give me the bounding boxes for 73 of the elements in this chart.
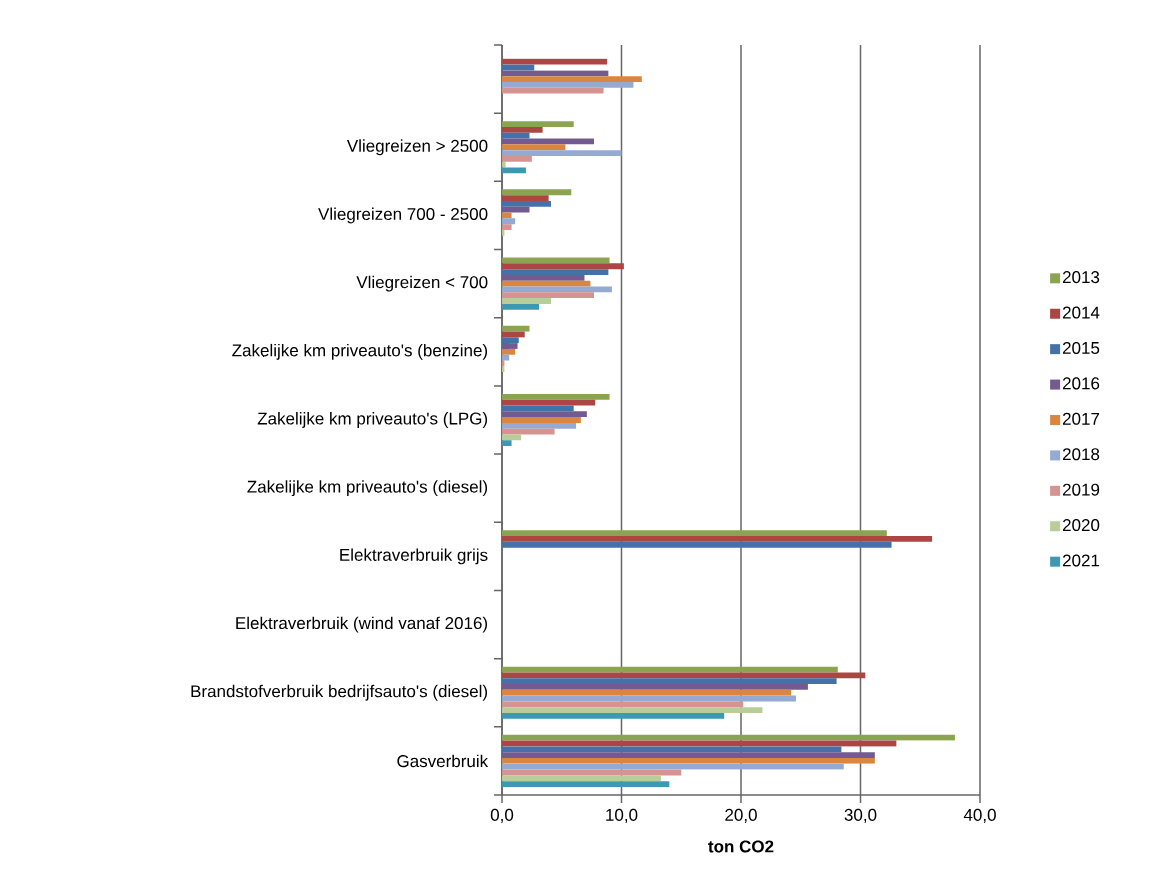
bar	[502, 274, 585, 281]
bar	[502, 269, 609, 275]
x-tick-label: 40,0	[963, 808, 996, 823]
y-tick-label: Vliegreizen 700 - 2500	[318, 207, 488, 224]
legend-label: 2018	[1062, 448, 1100, 461]
x-axis-title: ton CO2	[708, 840, 774, 853]
y-tick-label: Zakelijke km priveauto's (benzine)	[232, 343, 488, 360]
legend-label: 2017	[1062, 412, 1100, 425]
bar	[502, 393, 610, 400]
bar	[502, 200, 551, 207]
bar	[502, 81, 634, 88]
y-tick-label: Gasverbruik	[397, 754, 489, 768]
bar	[502, 87, 604, 94]
bar	[502, 440, 512, 447]
bar	[502, 434, 522, 441]
bar	[502, 155, 532, 162]
bar	[502, 417, 581, 423]
bar	[502, 411, 587, 418]
x-tick-label: 10,0	[606, 808, 638, 823]
legend-label: 2015	[1062, 341, 1100, 354]
legend-label: 2019	[1062, 483, 1100, 496]
bar	[502, 422, 577, 429]
bar	[502, 325, 530, 332]
x-tick-label: 20,0	[725, 808, 757, 823]
bar	[502, 707, 763, 714]
bar	[502, 343, 518, 349]
bar	[502, 701, 744, 708]
legend-label: 2016	[1062, 377, 1100, 390]
bar	[502, 76, 642, 82]
bar	[502, 541, 892, 548]
bar	[502, 689, 792, 696]
bar	[502, 206, 530, 213]
bar	[502, 672, 866, 679]
y-tick-label: Zakelijke km priveauto's (diesel)	[247, 480, 488, 497]
bar	[502, 218, 516, 225]
y-tick-label: Vliegreizen < 700	[356, 275, 488, 292]
bar	[502, 713, 725, 719]
y-tick-label: Vliegreizen > 2500	[346, 139, 488, 156]
bar	[502, 195, 549, 201]
bar	[502, 280, 591, 287]
bar	[502, 678, 837, 685]
legend-label: 2021	[1062, 554, 1100, 567]
bar	[502, 121, 574, 127]
bar	[502, 224, 512, 230]
y-tick-label: Elektraverbruik (wind vanaf 2016)	[236, 616, 488, 633]
bar	[502, 337, 519, 344]
legend-label: 2014	[1062, 306, 1100, 319]
bar	[502, 684, 808, 690]
y-tick-label: Elektraverbruik grijs	[340, 548, 488, 565]
bar	[502, 746, 842, 753]
bar	[502, 752, 875, 759]
bar	[502, 348, 516, 355]
bar	[502, 399, 596, 406]
bar	[502, 775, 661, 782]
bar	[502, 132, 530, 139]
legend-label: 2013	[1062, 271, 1100, 284]
bar	[502, 150, 622, 156]
bar	[502, 126, 543, 133]
bar	[502, 144, 566, 151]
bar	[502, 263, 624, 270]
y-tick-label: Zakelijke km priveauto's (LPG)	[257, 412, 488, 428]
bar	[502, 189, 572, 196]
x-tick-label: 0,0	[490, 808, 514, 823]
bar	[502, 303, 540, 310]
bar	[502, 58, 608, 65]
legend-label: 2020	[1062, 519, 1100, 532]
bar	[502, 292, 595, 299]
y-tick-label: Brandstofverbruik bedrijfsauto's (diesel)	[191, 684, 488, 701]
bar	[502, 298, 551, 304]
bar	[502, 530, 887, 537]
x-tick-label: 30,0	[844, 808, 877, 823]
bar	[502, 536, 933, 542]
bar	[502, 781, 670, 787]
